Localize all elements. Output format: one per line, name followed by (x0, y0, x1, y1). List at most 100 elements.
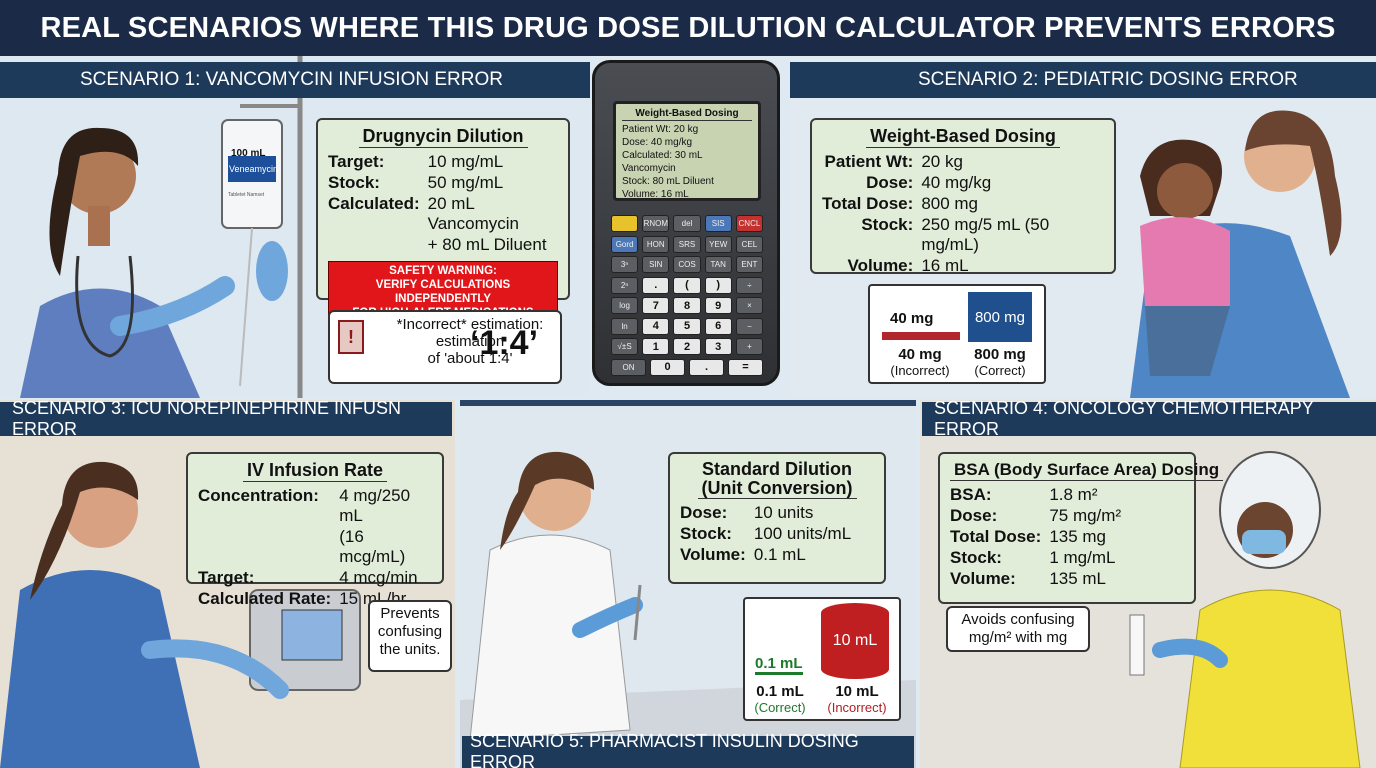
row-value: 75 mg/m² (1049, 506, 1122, 525)
row-label: Concentration: (198, 486, 319, 505)
key-row: 2ⁿ.() ÷ (611, 276, 764, 294)
correct-value: 800 mg (974, 346, 1026, 363)
box-rows: Dose: 10 units Stock: 100 units/mL Volume: 0.… (680, 503, 874, 565)
shape (281, 609, 343, 661)
row-value: 100 units/mL (753, 524, 852, 543)
row-label (198, 527, 331, 567)
row-label: Volume: (950, 569, 1016, 588)
key[interactable]: YEW (704, 235, 732, 253)
row-label: Total Dose: (822, 194, 914, 213)
text-line: Avoids confusing (961, 611, 1075, 628)
key[interactable]: ) (704, 276, 732, 294)
key[interactable]: SIS (704, 215, 732, 232)
row-value: 135 mL (1049, 569, 1107, 588)
box-title: Drugnycin Dilution (358, 126, 528, 148)
key[interactable]: ( (673, 276, 701, 294)
key[interactable]: SIN (642, 256, 670, 273)
scenario-header: SCENARIO 1: VANCOMYCIN INFUSION ERROR (0, 62, 590, 98)
box-rows: BSA: 1.8 m² Dose: 75 mg/m² Total Dose: 135 mg… (950, 485, 1184, 589)
row-label: Volume: (680, 545, 746, 564)
key[interactable]: 9 (704, 297, 732, 314)
key[interactable]: = (728, 358, 763, 376)
key[interactable]: ON (611, 358, 646, 376)
shape (110, 276, 235, 336)
key[interactable]: 1 (642, 338, 670, 355)
shape (633, 584, 642, 641)
row-label: Patient Wt: (824, 152, 914, 171)
shape (1152, 638, 1228, 668)
shape (1140, 217, 1230, 306)
key[interactable]: ln (611, 317, 639, 335)
key[interactable]: 5 (673, 317, 701, 335)
key[interactable]: HON (642, 235, 670, 253)
box-title: Weight-Based Dosing (866, 126, 1060, 148)
key[interactable]: SRS (673, 235, 701, 253)
shape (1157, 163, 1213, 219)
row-label: Stock: (680, 524, 732, 543)
incorrect-value: 10 mL (835, 683, 879, 700)
text-line: of 'about 1:4' (427, 350, 513, 367)
key-row: ln 4 5 6− (611, 317, 764, 335)
key[interactable]: 6 (704, 317, 732, 335)
key[interactable]: ENT (735, 256, 764, 273)
key[interactable]: CNCL (735, 215, 764, 232)
key[interactable]: ÷ (735, 276, 764, 294)
row-label: Dose: (866, 173, 914, 192)
key[interactable]: TAN (704, 256, 732, 273)
box-rows: Concentration: 4 mg/250 mL (16 mcg/mL) Targ… (198, 486, 432, 609)
key[interactable]: √±S (611, 338, 639, 355)
key[interactable]: CEL (735, 235, 764, 253)
comparison: 40 mg 800 mg 40 mg (Incorrect) 800 mg (C… (868, 284, 1046, 384)
key[interactable]: RNOM (642, 215, 670, 232)
key[interactable]: 3 (704, 338, 732, 355)
shape (256, 241, 288, 301)
callout: Avoids confusing mg/m² with mg (946, 606, 1090, 652)
info-box: Standard Dilution (Unit Conversion) Dose… (668, 452, 886, 584)
row-value: 250 mg/5 mL (50 mg/mL) (921, 215, 1050, 254)
key[interactable]: del (673, 215, 701, 232)
key[interactable]: 0 (650, 358, 685, 376)
key[interactable]: 7 (642, 297, 670, 314)
text-line: *Incorrect* estimation: (396, 316, 544, 333)
bag-note: Tabletet Namset (228, 192, 265, 198)
key[interactable]: 3ⁿ (611, 256, 639, 273)
page-title: REAL SCENARIOS WHERE THIS DRUG DOSE DILU… (0, 0, 1376, 56)
key[interactable]: Gord (611, 235, 639, 253)
keypad: RNOM del SIS CNCL Gord HON SRS YEW CEL 3ⁿ SIN COS TA… (611, 215, 764, 379)
key[interactable]: 8 (673, 297, 701, 314)
row-value: 20 kg (921, 152, 963, 171)
row-label: Total Dose: (950, 527, 1042, 546)
row-value: 135 mg (1049, 527, 1107, 546)
key[interactable]: 2ⁿ (611, 276, 639, 294)
shape (460, 400, 916, 406)
scenario-header: SCENARIO 2: PEDIATRIC DOSING ERROR (790, 62, 1376, 98)
row-label: Volume: (847, 256, 914, 275)
shape (49, 127, 139, 276)
key[interactable]: 2 (673, 338, 701, 355)
row-value: + 80 mL Diluent (427, 235, 547, 254)
callout: ! *Incorrect* estimation: estimation of 'a… (328, 310, 562, 384)
row-value: 4 mg/250 mL (339, 486, 411, 525)
bag-volume: 100 mL (231, 148, 266, 159)
key[interactable]: − (735, 317, 764, 335)
key-row: 3ⁿ SIN COS TAN ENT (611, 256, 764, 273)
key[interactable]: + (735, 338, 764, 355)
key-row: Gord HON SRS YEW CEL (611, 235, 764, 253)
key[interactable]: . (689, 358, 724, 376)
correct-value: 0.1 mL (756, 683, 804, 700)
key[interactable]: COS (673, 256, 701, 273)
text-line: Stock: 80 mL Diluent (622, 176, 714, 187)
row-label (328, 235, 420, 255)
text-line: Patient Wt: 20 kg (622, 124, 699, 135)
key[interactable]: × (735, 297, 764, 314)
icon: ! (338, 320, 364, 354)
key[interactable]: 4 (642, 317, 670, 335)
key[interactable]: log (611, 297, 639, 314)
key[interactable]: . (642, 276, 670, 294)
row-label: Stock: (950, 548, 1002, 567)
incorrect-note: (Incorrect) (890, 363, 950, 378)
screen-heading: Weight-Based Dosing (622, 107, 752, 121)
comparison: 0.1 mL 10 mL 0.1 mL (Correct) 10 mL (Inc… (743, 597, 901, 721)
shape (500, 451, 595, 550)
